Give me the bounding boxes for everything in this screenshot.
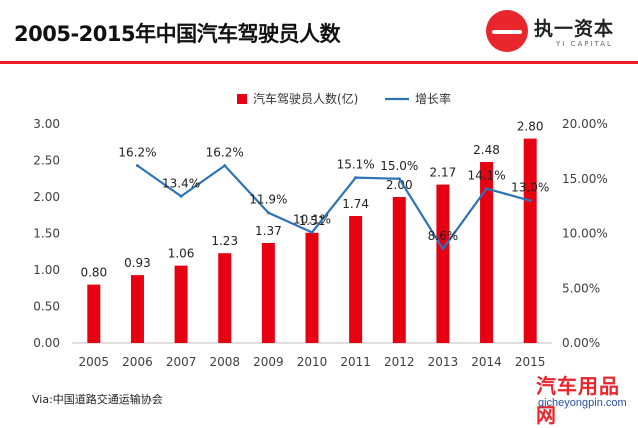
y-left-tick-label: 0.00	[33, 336, 60, 350]
y-left-tick-label: 2.50	[33, 154, 60, 168]
bar	[87, 284, 101, 343]
bar	[218, 253, 232, 343]
logo: 执一资本 YI CAPITAL	[486, 8, 634, 56]
line-value-label: 13.4%	[162, 176, 200, 190]
bar-value-label: 1.06	[168, 247, 195, 261]
y-right-tick-label: 20.00%	[562, 117, 608, 131]
y-right-tick-label: 15.00%	[562, 172, 608, 186]
x-tick-label: 2008	[209, 355, 240, 369]
bar-value-label: 0.93	[124, 256, 151, 270]
y-right-tick-label: 5.00%	[562, 281, 600, 295]
x-tick-label: 2006	[122, 355, 153, 369]
x-tick-label: 2007	[166, 355, 197, 369]
line-value-label: 14.1%	[467, 169, 505, 183]
line-point	[441, 247, 445, 251]
legend-line-label: 增长率	[415, 91, 451, 106]
line-value-label: 16.2%	[118, 146, 156, 160]
line-value-label: 15.0%	[380, 159, 418, 173]
x-tick-label: 2009	[253, 355, 284, 369]
line-point	[266, 211, 270, 215]
source-note: Via:中国道路交通运输协会	[32, 393, 163, 406]
x-tick-label: 2005	[79, 355, 110, 369]
line-value-label: 15.1%	[337, 158, 375, 172]
bar-value-label: 1.23	[211, 234, 238, 248]
bar	[436, 184, 450, 343]
bar	[349, 215, 363, 343]
y-left-tick-label: 1.00	[33, 263, 60, 277]
y-left-tick-label: 2.00	[33, 190, 60, 204]
bar	[523, 138, 537, 343]
legend-bar-swatch	[237, 94, 247, 104]
bar	[174, 265, 188, 343]
line-value-label: 10.1%	[293, 212, 331, 226]
page-title: 2005-2015年中国汽车驾驶员人数	[14, 22, 341, 46]
bar-value-label: 2.48	[473, 143, 500, 157]
y-right-tick-label: 10.00%	[562, 227, 608, 241]
line-value-label: 11.9%	[249, 193, 287, 207]
logo-subtitle: YI CAPITAL	[556, 40, 613, 48]
y-left-tick-label: 3.00	[33, 117, 60, 131]
watermark-url: qicheyongpin.com	[538, 397, 627, 409]
x-tick-label: 2010	[297, 355, 328, 369]
growth-rate-line	[136, 164, 531, 250]
bar-value-label: 2.80	[517, 120, 544, 134]
logo-mark-icon	[486, 10, 528, 52]
line-point	[310, 230, 314, 234]
x-tick-label: 2012	[384, 355, 415, 369]
y-right-tick-label: 0.00%	[562, 336, 600, 350]
combo-chart: 0.00 0.50 1.00 1.50 2.00 2.50 3.00 0.00% 5.00% 10…	[33, 91, 608, 369]
line-value-label: 16.2%	[206, 146, 244, 160]
bar-value-label: 2.17	[430, 166, 457, 180]
logo-name: 执一资本	[534, 18, 615, 40]
bar	[130, 275, 144, 343]
x-tick-label: 2014	[471, 355, 502, 369]
line-point	[223, 164, 227, 168]
bar	[480, 161, 494, 343]
line-point	[397, 177, 401, 181]
x-tick-label: 2011	[340, 355, 371, 369]
x-tick-label: 2015	[515, 355, 546, 369]
line-value-label: 8.6%	[428, 229, 459, 243]
bar-value-label: 1.74	[342, 197, 369, 211]
header-rule	[0, 61, 638, 64]
legend-bar-label: 汽车驾驶员人数(亿)	[253, 91, 358, 106]
y-left-tick-label: 0.50	[33, 300, 60, 314]
bar	[261, 242, 275, 343]
bar	[305, 232, 319, 343]
line-point	[179, 194, 183, 198]
bar-value-label: 1.37	[255, 224, 282, 238]
bar-value-label: 0.80	[80, 266, 107, 280]
y-left-tick-label: 1.50	[33, 227, 60, 241]
line-point	[528, 199, 532, 203]
line-value-label: 13.0%	[511, 181, 549, 195]
x-tick-label: 2013	[428, 355, 459, 369]
line-point	[354, 176, 358, 180]
line-point	[485, 187, 489, 191]
line-point	[135, 164, 139, 168]
bar	[392, 197, 406, 343]
